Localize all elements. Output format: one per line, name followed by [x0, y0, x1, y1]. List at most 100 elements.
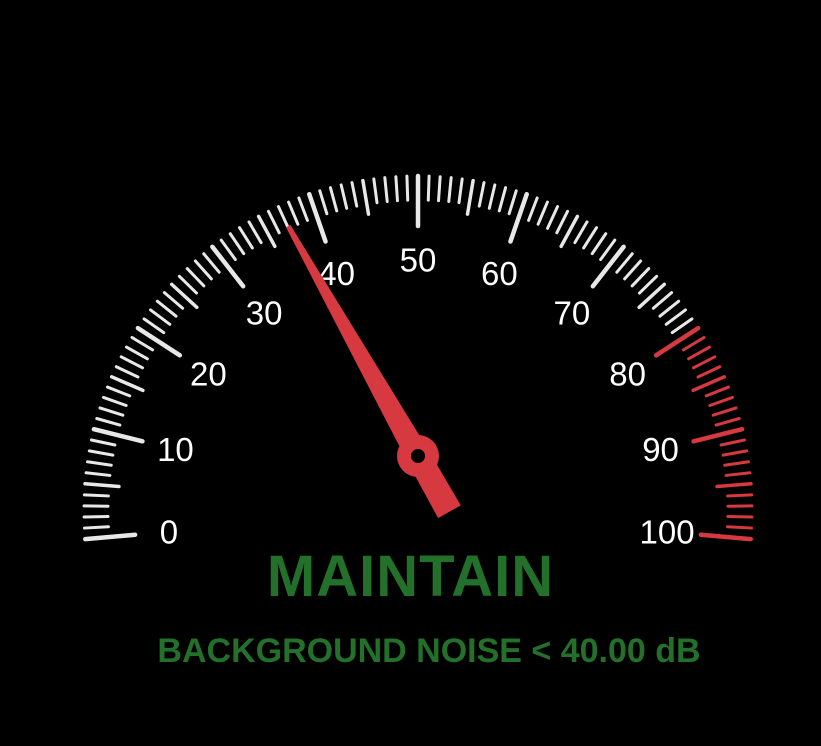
- minor-tick: [276, 205, 290, 230]
- minor-tick: [719, 438, 747, 447]
- background-noise-threshold: BACKGROUND NOISE < 40.00 dB: [157, 632, 701, 670]
- gauge-ticks: [82, 173, 754, 542]
- minor-tick: [527, 196, 539, 222]
- minor-tick: [177, 274, 199, 295]
- minor-tick: [615, 252, 634, 274]
- major-tick: [508, 191, 529, 244]
- minor-tick: [704, 385, 731, 398]
- minor-tick: [691, 355, 717, 370]
- gauge-label-50: 50: [400, 242, 437, 279]
- minor-tick: [658, 299, 681, 318]
- minor-tick: [582, 226, 598, 250]
- minor-tick: [708, 395, 734, 408]
- minor-tick: [361, 178, 371, 216]
- minor-tick: [559, 214, 580, 249]
- minor-tick: [95, 416, 122, 427]
- minor-tick: [497, 186, 508, 213]
- minor-tick: [477, 181, 486, 208]
- minor-tick: [726, 493, 754, 498]
- minor-tick: [372, 177, 379, 205]
- minor-tick: [457, 177, 464, 205]
- minor-tick: [664, 308, 687, 326]
- gauge-label-30: 30: [246, 294, 283, 331]
- minor-tick: [555, 209, 570, 235]
- minor-tick: [89, 438, 117, 447]
- minor-tick: [318, 189, 329, 216]
- gauge-label-0: 0: [160, 513, 178, 550]
- major-tick: [135, 325, 183, 358]
- gauge-label-70: 70: [554, 294, 591, 331]
- major-tick: [210, 244, 246, 289]
- minor-tick: [681, 335, 706, 352]
- minor-tick: [726, 525, 754, 530]
- minor-tick: [623, 259, 643, 281]
- minor-tick: [119, 355, 145, 370]
- minor-tick: [185, 267, 206, 288]
- minor-tick: [102, 395, 128, 408]
- minor-tick: [465, 178, 475, 216]
- minor-tick: [487, 183, 497, 210]
- minor-tick: [228, 232, 246, 256]
- gauge-label-80: 80: [609, 355, 646, 392]
- minor-tick: [696, 365, 722, 379]
- major-tick: [83, 532, 138, 542]
- minor-tick: [507, 189, 518, 216]
- minor-tick: [82, 525, 110, 530]
- minor-tick: [637, 274, 659, 295]
- minor-tick: [599, 238, 617, 262]
- minor-tick: [711, 406, 738, 417]
- minor-tick: [219, 238, 237, 262]
- minor-tick: [691, 375, 727, 393]
- gauge-label-60: 60: [481, 255, 518, 292]
- minor-tick: [202, 252, 221, 274]
- minor-tick: [723, 460, 751, 467]
- gauge-label-20: 20: [190, 355, 227, 392]
- gauge-label-10: 10: [157, 431, 194, 468]
- minor-tick: [82, 514, 110, 519]
- minor-tick: [109, 375, 145, 393]
- minor-tick: [536, 200, 549, 226]
- minor-tick: [426, 174, 431, 202]
- minor-tick: [670, 317, 694, 335]
- minor-tick: [247, 220, 263, 245]
- minor-tick: [721, 449, 749, 457]
- minor-tick: [130, 335, 155, 352]
- minor-tick: [87, 449, 115, 457]
- gauge-label-100: 100: [640, 513, 695, 550]
- minor-tick: [162, 291, 185, 310]
- minor-tick: [169, 282, 199, 310]
- minor-tick: [82, 493, 110, 498]
- minor-tick: [715, 482, 753, 489]
- minor-tick: [726, 514, 754, 519]
- minor-tick: [383, 176, 389, 204]
- minor-tick: [287, 200, 300, 226]
- minor-tick: [297, 196, 309, 222]
- minor-tick: [447, 176, 453, 204]
- major-tick: [91, 426, 145, 444]
- major-tick: [307, 191, 328, 244]
- major-tick: [691, 426, 745, 444]
- status-title: MAINTAIN: [266, 544, 555, 609]
- minor-tick: [546, 205, 560, 230]
- minor-tick: [405, 174, 410, 202]
- minor-tick: [714, 416, 741, 427]
- gauge-needle: [286, 224, 461, 519]
- minor-tick: [339, 183, 349, 210]
- minor-tick: [155, 299, 178, 318]
- minor-tick: [114, 365, 140, 379]
- minor-tick: [724, 471, 752, 477]
- major-tick: [653, 325, 701, 358]
- minor-tick: [85, 460, 113, 467]
- minor-tick: [256, 214, 277, 249]
- minor-tick: [266, 209, 281, 235]
- minor-tick: [394, 175, 399, 203]
- minor-tick: [98, 406, 125, 417]
- minor-tick: [590, 232, 608, 256]
- minor-tick: [573, 220, 589, 245]
- minor-tick: [84, 471, 112, 477]
- minor-tick: [350, 181, 359, 208]
- minor-tick: [651, 291, 674, 310]
- minor-tick: [142, 317, 166, 335]
- gauge-label-90: 90: [642, 431, 679, 468]
